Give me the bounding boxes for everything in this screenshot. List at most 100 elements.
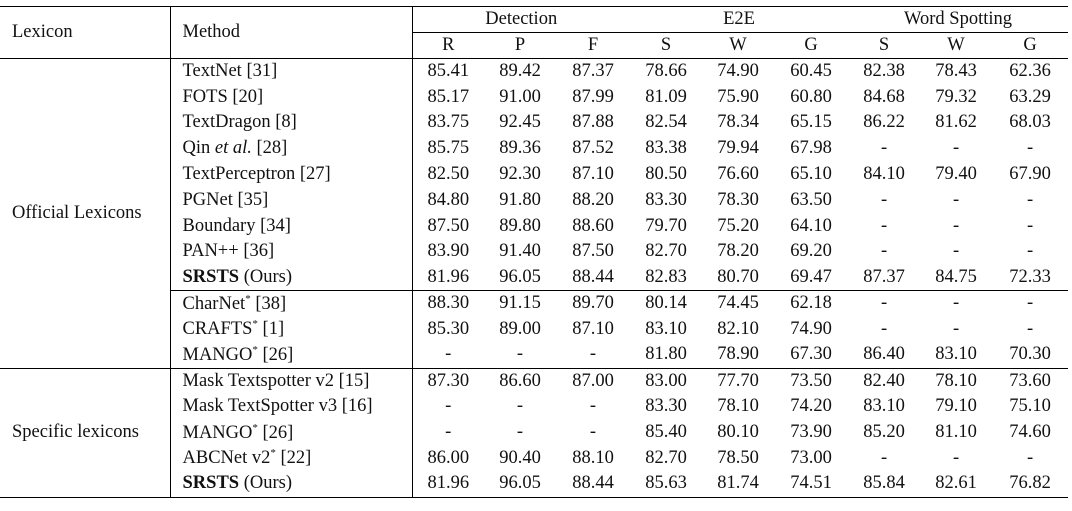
value-cell: - — [952, 138, 960, 159]
value-cell: 88.44 — [556, 471, 630, 498]
value-cell: - — [880, 447, 888, 468]
value-cell: - — [589, 344, 597, 365]
value-cell: 89.36 — [499, 138, 541, 159]
value-cell: 83.30 — [645, 396, 687, 417]
value-cell: - — [589, 422, 597, 443]
value-cell: 85.30 — [411, 316, 484, 343]
table-row: PAN++ [36] 83.90 91.40 87.50 82.70 78.20 69.20… — [0, 239, 1068, 265]
table-row: CRAFTS* [1] 85.30 89.00 87.10 83.10 82.10 74.9… — [0, 316, 1068, 343]
value-cell: - — [1026, 138, 1034, 159]
value-cell: 84.10 — [863, 164, 905, 185]
method-name: MANGO* [26] — [169, 342, 412, 369]
value-cell: 92.30 — [499, 164, 541, 185]
value-cell: 64.10 — [790, 215, 832, 236]
method-name: CharNet* [38] — [169, 290, 412, 317]
value-cell: 91.00 — [499, 86, 541, 107]
value-cell: 87.10 — [572, 318, 614, 339]
method-reference: [26] — [257, 422, 294, 443]
method-title: SRSTS — [182, 267, 240, 288]
method-reference: [22] — [275, 448, 312, 469]
method-title: Mask TextSpotter v3 — [182, 396, 338, 417]
value-cell: 86.60 — [484, 367, 556, 394]
value-cell: 82.70 — [645, 241, 687, 262]
method-reference: [1] — [257, 319, 285, 340]
value-cell: 67.98 — [790, 138, 832, 159]
value-cell: 74.90 — [790, 318, 832, 339]
value-cell: 81.09 — [645, 86, 687, 107]
value-cell: - — [1026, 241, 1034, 262]
value-cell: 78.66 — [645, 61, 687, 82]
value-cell: 91.40 — [499, 241, 541, 262]
value-cell: 86.00 — [411, 445, 484, 472]
value-cell: 77.70 — [702, 367, 774, 394]
value-cell: 73.60 — [992, 367, 1069, 394]
value-cell: 65.15 — [790, 112, 832, 133]
method-title: TextDragon — [182, 112, 271, 133]
table-row: Specific lexicons Mask Textspotter v2 [15… — [0, 367, 1069, 498]
value-cell: 85.63 — [630, 471, 702, 498]
value-cell: 79.70 — [645, 215, 687, 236]
value-cell: 81.96 — [411, 264, 484, 291]
value-cell: 85.20 — [863, 422, 905, 443]
value-cell: 87.50 — [411, 213, 484, 240]
value-cell: 68.03 — [1009, 112, 1051, 133]
header-subcol: G — [992, 32, 1069, 59]
value-cell: 78.50 — [717, 447, 759, 468]
value-cell: - — [1026, 447, 1034, 468]
value-cell: - — [952, 318, 960, 339]
value-cell: - — [952, 447, 960, 468]
header-subcol: W — [702, 32, 774, 59]
method-title: Mask Textspotter v2 — [182, 370, 335, 391]
value-cell: - — [516, 344, 524, 365]
value-cell: 78.43 — [935, 61, 977, 82]
value-cell: 84.68 — [863, 86, 905, 107]
header-row-subcols: R P F S W G S W G — [0, 32, 1069, 59]
value-cell: 96.05 — [499, 267, 541, 288]
value-cell: - — [848, 290, 921, 317]
value-cell: 81.62 — [935, 112, 977, 133]
method-reference: [20] — [227, 86, 264, 107]
method-title: PAN++ — [182, 241, 239, 262]
table-row: Official Lexicons TextNet [31] 85.41 89.42 8… — [0, 58, 1068, 223]
method-name: TextDragon [8] — [169, 110, 412, 136]
value-cell: 88.10 — [572, 447, 614, 468]
table-row: ABCNet v2* [22] 86.00 90.40 88.10 82.70 78.50… — [0, 445, 1068, 472]
method-reference: [16] — [337, 396, 373, 417]
value-cell: 83.10 — [935, 344, 977, 365]
value-cell: 76.60 — [717, 164, 759, 185]
value-cell: - — [516, 396, 524, 417]
value-cell: 82.83 — [645, 267, 687, 288]
table-body: Official Lexicons TextNet [31] 85.41 89.42 8… — [0, 58, 1069, 498]
value-cell: - — [880, 138, 888, 159]
value-cell: 81.74 — [702, 471, 774, 498]
value-cell: 91.15 — [484, 290, 556, 317]
method-name: TextPerceptron [27] — [169, 161, 412, 188]
method-reference: [38] — [250, 293, 287, 314]
method-reference: [8] — [270, 112, 297, 133]
value-cell: 89.80 — [499, 215, 541, 236]
method-name: Mask Textspotter v2 [15] — [169, 367, 412, 394]
value-cell: 75.90 — [717, 86, 759, 107]
method-marker: * — [252, 318, 258, 331]
value-cell: 85.41 — [411, 58, 484, 85]
method-name: PGNet [35] — [169, 187, 412, 214]
header-subcol: P — [484, 32, 556, 59]
value-cell: 87.37 — [863, 267, 905, 288]
value-cell: 85.84 — [848, 471, 921, 498]
value-cell: 89.42 — [499, 61, 541, 82]
value-cell: 87.50 — [572, 241, 614, 262]
value-cell: - — [992, 290, 1069, 317]
value-cell: 86.22 — [863, 112, 905, 133]
method-title: PGNet — [182, 189, 233, 210]
method-reference: [36] — [238, 241, 275, 262]
value-cell: 96.05 — [484, 471, 556, 498]
method-title: TextPerceptron — [182, 164, 296, 185]
header-subcol: G — [774, 32, 849, 59]
value-cell: 63.50 — [790, 189, 832, 210]
header-subcol: S — [630, 32, 702, 59]
table-row: TextDragon [8] 83.75 92.45 87.88 82.54 78.34 6… — [0, 110, 1068, 136]
value-cell: 88.30 — [411, 290, 484, 317]
value-cell: 88.44 — [572, 267, 614, 288]
value-cell: 75.20 — [717, 215, 759, 236]
value-cell: - — [1026, 189, 1034, 210]
